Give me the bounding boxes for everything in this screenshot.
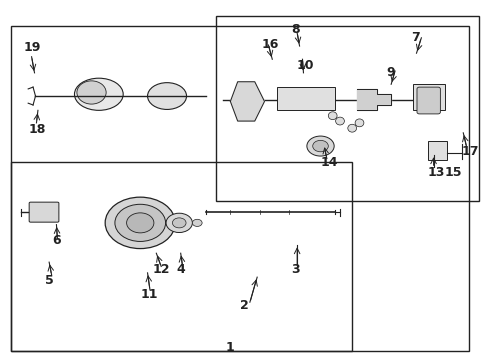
Text: 18: 18 — [28, 123, 46, 136]
Text: 9: 9 — [386, 66, 395, 79]
Bar — [216, 16, 479, 202]
Ellipse shape — [77, 81, 106, 104]
Ellipse shape — [336, 117, 344, 125]
Text: 11: 11 — [140, 288, 158, 301]
Text: 3: 3 — [291, 263, 300, 276]
FancyBboxPatch shape — [29, 202, 59, 222]
Text: 6: 6 — [52, 234, 61, 247]
Circle shape — [166, 213, 193, 233]
Circle shape — [105, 197, 175, 249]
Bar — [11, 162, 352, 351]
Text: 7: 7 — [411, 31, 419, 44]
Ellipse shape — [74, 78, 123, 111]
Ellipse shape — [328, 112, 337, 120]
Circle shape — [115, 204, 166, 242]
Polygon shape — [230, 82, 265, 121]
Ellipse shape — [147, 83, 187, 109]
Ellipse shape — [348, 124, 357, 132]
Text: 5: 5 — [45, 274, 54, 287]
Text: 17: 17 — [462, 145, 479, 158]
Bar — [277, 87, 335, 111]
Text: 4: 4 — [177, 263, 186, 276]
Circle shape — [172, 218, 186, 228]
Ellipse shape — [355, 119, 364, 127]
Text: 8: 8 — [291, 23, 300, 36]
Text: 14: 14 — [320, 156, 338, 168]
Text: 10: 10 — [296, 59, 314, 72]
Circle shape — [313, 140, 328, 152]
Circle shape — [193, 219, 202, 226]
Text: 13: 13 — [428, 166, 445, 179]
Circle shape — [307, 136, 334, 156]
Text: 1: 1 — [225, 341, 234, 354]
Text: 16: 16 — [262, 38, 279, 51]
Polygon shape — [357, 89, 391, 111]
Bar — [413, 84, 445, 111]
Circle shape — [126, 213, 154, 233]
Bar — [428, 141, 447, 160]
Text: 15: 15 — [445, 166, 462, 179]
Text: 19: 19 — [24, 41, 41, 54]
Text: 2: 2 — [240, 298, 249, 311]
Text: 12: 12 — [152, 263, 170, 276]
FancyBboxPatch shape — [417, 87, 441, 114]
